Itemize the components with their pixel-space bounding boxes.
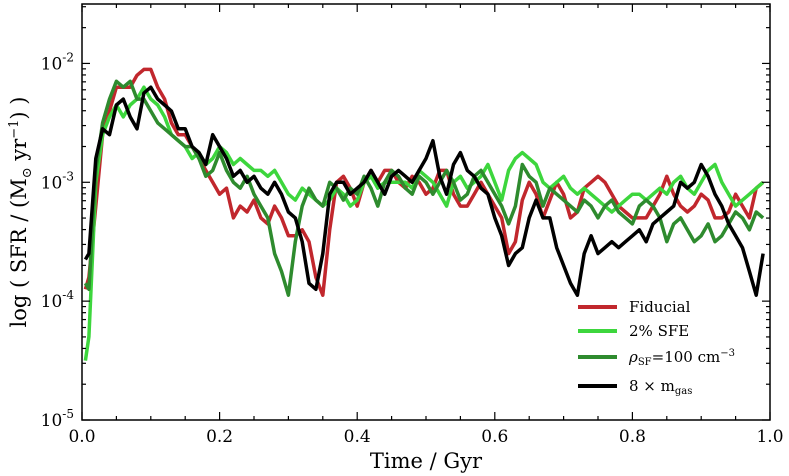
y-axis-label-prefix: log ( SFR / (M bbox=[7, 178, 31, 327]
legend-label-rho-sf: ρSF=100 cm−3 bbox=[628, 348, 735, 368]
series-layer bbox=[83, 67, 765, 361]
y-tick-label: 10-3 bbox=[41, 169, 74, 193]
x-tick-label: 0.4 bbox=[344, 427, 371, 447]
y-tick-label: 10-2 bbox=[41, 50, 74, 74]
series-line-8x-mgas bbox=[83, 85, 765, 297]
y-tick-label: 10-4 bbox=[41, 288, 75, 312]
y-axis-label-sun: ⊙ bbox=[20, 167, 35, 178]
series-line-rho-sf bbox=[83, 79, 765, 297]
x-tick-label: 0.0 bbox=[68, 427, 95, 447]
x-tick-label: 0.8 bbox=[619, 427, 646, 447]
x-tick-label: 1.0 bbox=[756, 427, 783, 447]
ticks-layer: 0.0 0.2 0.4 0.6 0.8 1.0 10-2 10-3 10-4 10-5 bbox=[41, 4, 784, 447]
x-axis-label: Time / Gyr bbox=[370, 449, 483, 473]
x-tick-label: 0.6 bbox=[481, 427, 508, 447]
legend-label-fiducial: Fiducial bbox=[629, 298, 691, 316]
y-axis-label-exp: −1 bbox=[7, 120, 22, 139]
x-tick-label: 0.2 bbox=[206, 427, 233, 447]
legend-label-8x-mgas: 8 × mgas bbox=[629, 377, 692, 397]
legend-label-2pct-sfe: 2% SFE bbox=[629, 322, 689, 340]
y-axis-label-mid: yr bbox=[7, 138, 31, 168]
y-axis-label-suffix: ) ) bbox=[7, 97, 31, 120]
y-axis-label: log ( SFR / (M⊙ yr−1) ) bbox=[7, 97, 35, 328]
y-tick-label: 10-5 bbox=[41, 407, 74, 431]
legend: Fiducial 2% SFE ρSF=100 cm−3 8 × mgas bbox=[578, 298, 735, 397]
